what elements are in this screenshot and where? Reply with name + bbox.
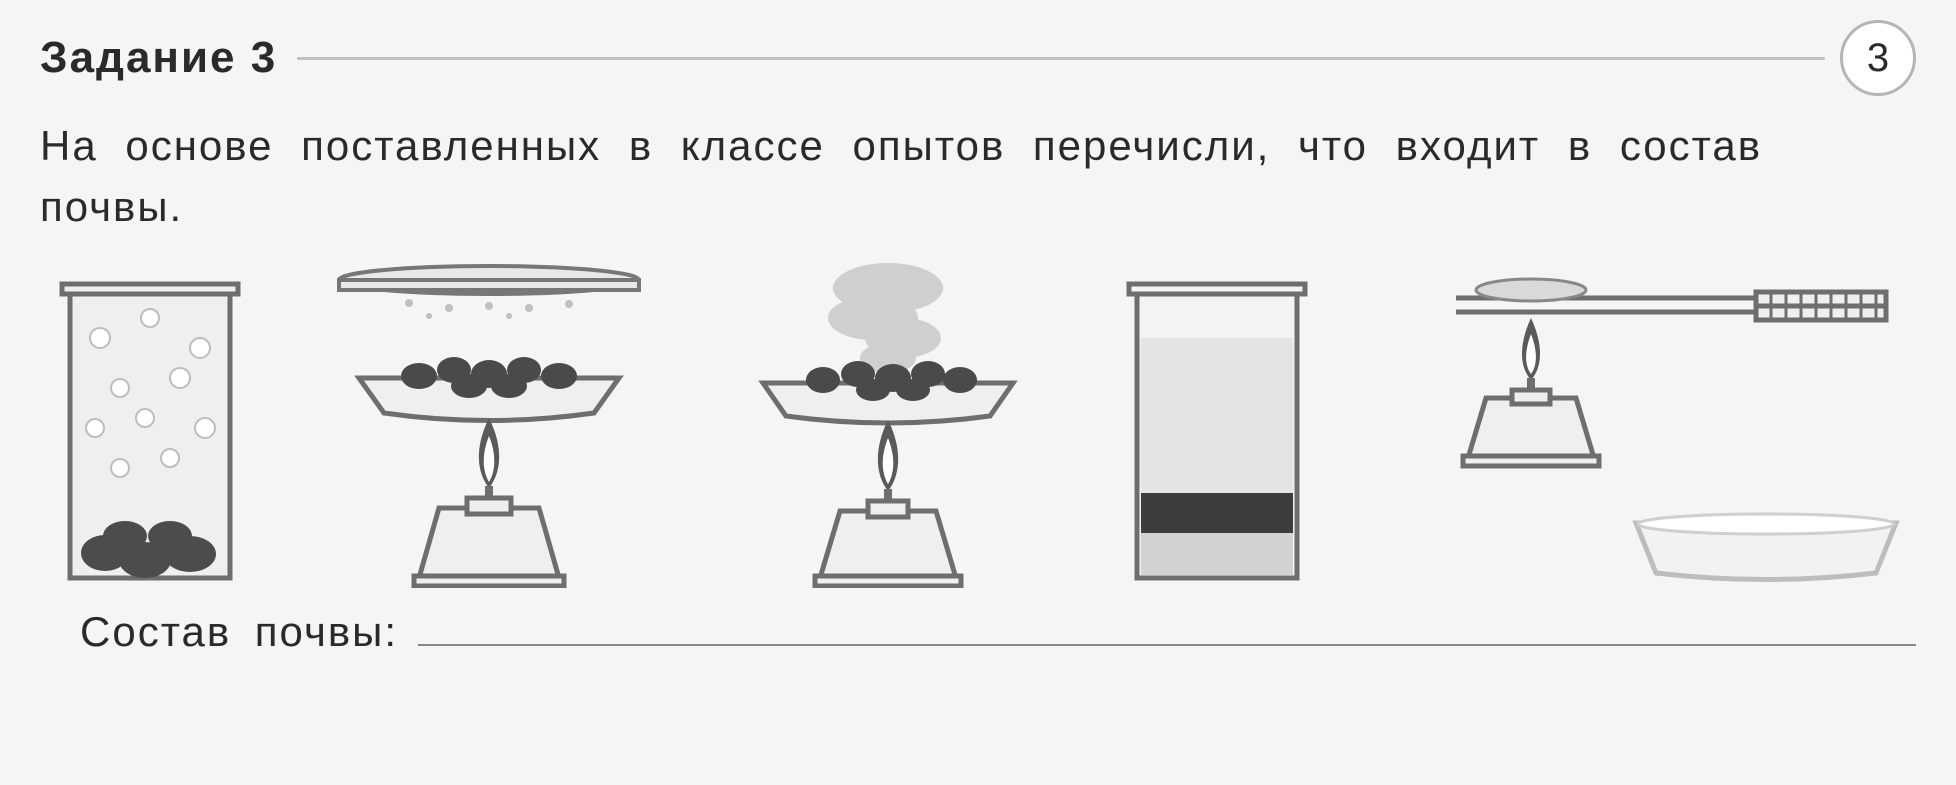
task-title: Задание 3 bbox=[40, 33, 277, 83]
experiment-5 bbox=[1386, 248, 1906, 588]
burner-dish-smoke-icon bbox=[728, 258, 1048, 588]
experiment-2 bbox=[319, 248, 659, 588]
answer-blank-line bbox=[418, 642, 1916, 646]
header-divider bbox=[297, 57, 1825, 60]
experiments-row bbox=[40, 248, 1916, 598]
beaker-soil-water-icon bbox=[50, 278, 250, 588]
burner-dish-plate-icon bbox=[319, 258, 659, 588]
task-header: Задание 3 3 bbox=[40, 20, 1916, 96]
answer-label: Состав почвы: bbox=[40, 608, 418, 656]
beaker-layers-icon bbox=[1117, 278, 1317, 588]
task-prompt: На основе поставленных в классе опытов п… bbox=[40, 116, 1916, 238]
task-score-value: 3 bbox=[1867, 36, 1889, 81]
experiment-4 bbox=[1117, 248, 1317, 588]
experiment-1 bbox=[50, 248, 250, 588]
task-score-circle: 3 bbox=[1840, 20, 1916, 96]
answer-row: Состав почвы: bbox=[40, 608, 1916, 656]
experiment-3 bbox=[728, 248, 1048, 588]
tongs-burner-residue-icon bbox=[1386, 268, 1906, 588]
